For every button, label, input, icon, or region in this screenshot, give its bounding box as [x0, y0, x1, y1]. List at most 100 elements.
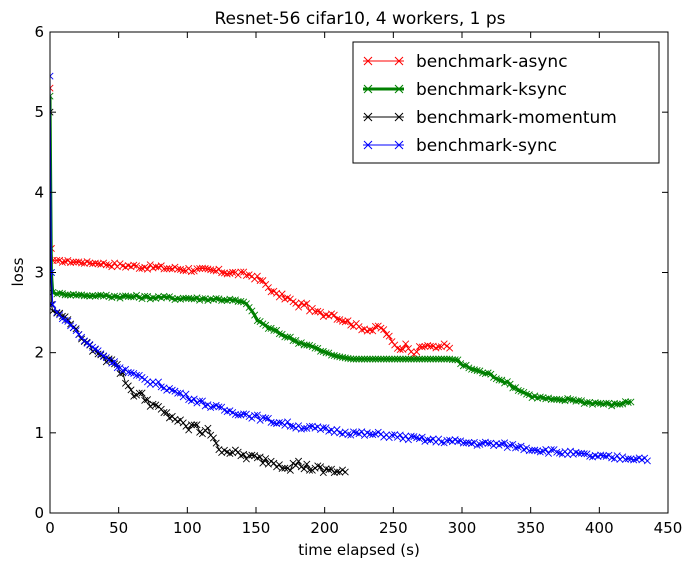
data-point [58, 258, 66, 266]
data-point [380, 355, 388, 363]
data-point [426, 355, 434, 363]
data-point [119, 292, 127, 300]
data-point [624, 398, 632, 406]
data-point [448, 356, 456, 364]
data-point [253, 411, 261, 419]
data-point [212, 439, 220, 447]
data-point [597, 451, 605, 459]
data-point [317, 463, 325, 471]
data-point [330, 311, 338, 319]
data-point [303, 460, 311, 468]
x-tick-label: 300 [448, 519, 477, 537]
data-point [597, 399, 605, 407]
data-point [174, 294, 182, 302]
data-point [501, 439, 509, 447]
data-point [50, 72, 54, 80]
data-point [317, 308, 325, 316]
data-point [278, 290, 286, 298]
data-point [295, 457, 303, 465]
series-line [50, 112, 346, 474]
data-point [270, 419, 278, 427]
data-point [415, 355, 423, 363]
data-point [278, 464, 286, 473]
data-point [240, 450, 248, 458]
data-point [72, 291, 80, 299]
data-point [160, 409, 168, 417]
data-point [415, 342, 423, 351]
data-point [440, 355, 448, 363]
data-point [512, 444, 520, 452]
data-point [190, 421, 198, 429]
data-point [366, 355, 374, 363]
legend-marker [363, 56, 373, 66]
data-point [388, 338, 396, 346]
data-point [330, 469, 338, 477]
data-point [234, 448, 242, 456]
data-point [358, 326, 366, 334]
data-point [523, 390, 531, 398]
data-point [281, 333, 289, 341]
data-point [89, 292, 97, 300]
y-tick-label: 5 [34, 103, 44, 121]
data-point [124, 382, 132, 390]
data-point [311, 308, 319, 316]
data-point [399, 355, 407, 363]
legend-item: benchmark-async [363, 52, 568, 72]
data-point [179, 294, 187, 302]
data-point [413, 355, 421, 363]
data-point [187, 268, 195, 276]
data-point [435, 355, 443, 363]
data-point [193, 421, 201, 429]
data-point [333, 352, 341, 360]
data-point [429, 355, 437, 363]
data-point [138, 389, 146, 397]
data-point [432, 355, 440, 363]
data-point [624, 455, 632, 463]
data-point [67, 259, 75, 267]
x-tick-label: 150 [242, 519, 271, 537]
data-point [396, 355, 404, 363]
data-point [418, 433, 426, 441]
data-point [616, 400, 624, 408]
data-point [613, 452, 621, 460]
data-point [495, 376, 503, 384]
data-point [292, 461, 300, 469]
data-point [555, 396, 564, 404]
data-point [566, 396, 575, 404]
data-point [306, 422, 314, 431]
data-point [418, 355, 426, 363]
data-point [284, 333, 292, 341]
data-point [371, 322, 379, 330]
legend-label: benchmark-ksync [416, 80, 567, 100]
data-point [108, 263, 116, 271]
data-point [536, 448, 544, 456]
data-point [242, 300, 250, 308]
data-point [64, 291, 72, 299]
x-axis: 0 50 100 150 200 250 300 350 400 450 [45, 32, 682, 537]
data-point [218, 269, 226, 277]
data-point [330, 351, 338, 359]
legend-label: benchmark-async [416, 52, 568, 72]
data-point [550, 395, 558, 403]
data-point [572, 397, 580, 405]
data-point [53, 290, 61, 298]
legend-marker [363, 112, 373, 122]
legend-marker [394, 84, 404, 94]
data-point [402, 340, 410, 348]
data-point [72, 258, 80, 266]
data-point [275, 419, 283, 427]
data-point [435, 343, 443, 351]
data-point [451, 356, 459, 364]
data-point [196, 265, 204, 273]
data-point [358, 355, 366, 363]
data-point [91, 292, 99, 300]
data-point [215, 265, 223, 273]
y-tick-label: 2 [34, 344, 44, 362]
data-point [380, 326, 388, 334]
data-point [259, 459, 267, 467]
data-point [545, 449, 553, 457]
data-point [264, 284, 272, 292]
data-point [149, 400, 157, 408]
series-benchmark-ksync [50, 92, 635, 410]
data-point [160, 265, 168, 273]
